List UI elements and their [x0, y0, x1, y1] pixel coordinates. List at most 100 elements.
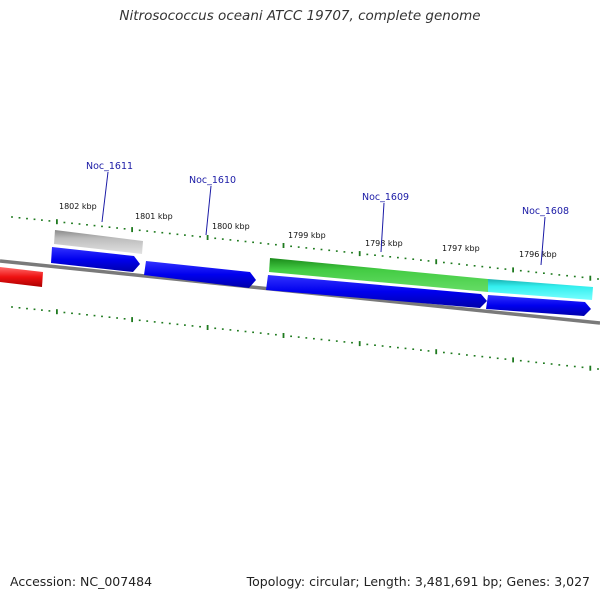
minor-tick [63, 311, 66, 314]
minor-tick [351, 341, 353, 344]
minor-tick [26, 307, 28, 310]
minor-tick [168, 232, 171, 235]
minor-tick [168, 322, 171, 325]
major-tick [56, 219, 58, 225]
minor-tick [412, 348, 415, 350]
minor-tick [305, 247, 308, 249]
minor-tick [161, 231, 164, 234]
minor-tick [71, 222, 73, 225]
tick-row-lower [11, 306, 599, 371]
minor-tick [366, 343, 369, 346]
gene-label-group: Noc_1608 [522, 206, 569, 266]
minor-tick [267, 243, 270, 245]
minor-tick [78, 313, 81, 315]
minor-tick [458, 263, 461, 265]
gene-label: Noc_1611 [86, 161, 133, 172]
minor-tick [290, 245, 292, 248]
minor-tick [41, 309, 43, 311]
minor-tick [229, 329, 232, 331]
minor-tick [527, 270, 530, 273]
gene-leader-line [205, 185, 212, 236]
minor-tick [244, 330, 247, 333]
minor-tick [252, 331, 254, 334]
gene-leader-line [101, 171, 109, 223]
major-tick [512, 267, 514, 273]
minor-tick [48, 310, 51, 312]
minor-tick [597, 368, 599, 370]
gene-label-group: Noc_1609 [362, 192, 409, 253]
minor-tick [176, 323, 179, 326]
minor-tick [259, 332, 262, 334]
page-title: Nitrosococcus oceani ATCC 19707, complet… [119, 8, 481, 24]
major-tick [512, 357, 514, 363]
tick-label: 1796 kbp [519, 250, 557, 259]
minor-tick [443, 261, 445, 264]
minor-tick [466, 264, 468, 266]
minor-tick [297, 246, 300, 248]
minor-tick [496, 357, 499, 360]
minor-tick [489, 266, 491, 269]
minor-tick [573, 275, 576, 278]
minor-tick [146, 320, 149, 322]
minor-tick [146, 230, 149, 232]
genome-summary-text: Topology: circular; Length: 3,481,691 bp… [246, 574, 590, 589]
minor-tick [221, 328, 224, 330]
minor-tick [466, 354, 468, 356]
minor-tick [259, 242, 262, 244]
minor-tick [184, 324, 186, 326]
accession-text: Accession: NC_007484 [10, 574, 153, 589]
minor-tick [343, 341, 346, 343]
major-tick [589, 365, 592, 371]
minor-tick [519, 359, 522, 362]
major-tick [282, 243, 285, 248]
minor-tick [313, 247, 315, 250]
major-tick [206, 325, 209, 330]
minor-tick [93, 314, 96, 317]
minor-tick [458, 353, 461, 355]
minor-tick [297, 336, 300, 338]
minor-tick [535, 361, 538, 364]
minor-tick [33, 308, 36, 311]
minor-tick [86, 224, 88, 226]
major-tick [131, 227, 133, 233]
minor-tick [123, 318, 126, 320]
minor-tick [481, 265, 484, 268]
minor-tick [101, 225, 103, 228]
minor-tick [176, 233, 179, 236]
minor-tick [214, 237, 217, 240]
minor-tick [519, 269, 522, 272]
minor-tick [275, 333, 277, 336]
minor-tick [320, 338, 323, 341]
minor-tick [389, 256, 392, 258]
cds-arrow [51, 247, 140, 272]
minor-tick [335, 340, 338, 342]
minor-tick [328, 339, 331, 342]
minor-tick [473, 265, 476, 267]
minor-tick [18, 217, 21, 219]
minor-tick [275, 243, 277, 246]
tick-label: 1800 kbp [212, 222, 250, 231]
gene-label-group: Noc_1610 [189, 175, 236, 236]
minor-tick [427, 350, 430, 352]
major-tick [282, 333, 285, 338]
gene-label: Noc_1608 [522, 206, 569, 217]
minor-tick [41, 219, 43, 221]
minor-tick [343, 251, 346, 253]
minor-tick [558, 274, 561, 276]
major-tick [358, 341, 361, 347]
minor-tick [397, 256, 399, 259]
minor-tick [86, 314, 88, 316]
major-tick [589, 275, 592, 281]
minor-tick [123, 228, 126, 230]
minor-tick [443, 351, 445, 354]
minor-tick [543, 272, 545, 274]
minor-tick [71, 312, 73, 315]
gene-label: Noc_1610 [189, 175, 236, 186]
minor-tick [381, 345, 384, 347]
minor-tick [214, 327, 217, 330]
minor-tick [18, 307, 21, 309]
minor-tick [420, 349, 422, 351]
tick-label: 1798 kbp [365, 239, 403, 248]
minor-tick [229, 239, 232, 241]
